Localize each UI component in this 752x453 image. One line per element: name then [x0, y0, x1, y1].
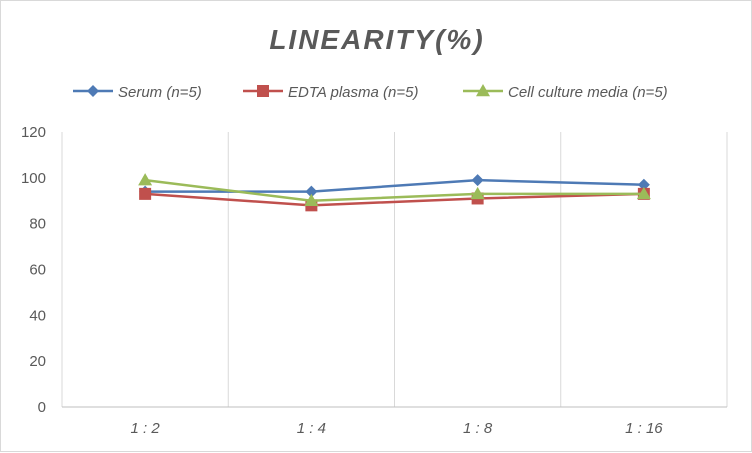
y-tick-label: 20 [29, 353, 46, 370]
data-point-diamond [637, 178, 650, 191]
legend-item: Serum (n=5) [73, 84, 202, 101]
series-line [144, 178, 644, 203]
data-point-square [257, 85, 269, 97]
legend-label: EDTA plasma (n=5) [288, 84, 418, 101]
y-tick-label: 60 [29, 262, 46, 279]
series-group [138, 173, 651, 212]
y-axis-ticks: 0 20 40 60 80 100 120 [21, 124, 46, 416]
y-tick-label: 100 [21, 170, 46, 187]
data-point-diamond [305, 185, 318, 198]
y-tick-label: 80 [29, 216, 46, 233]
x-axis-ticks: 1 : 2 1 : 4 1 : 8 1 : 16 [131, 420, 664, 437]
series-line [145, 192, 644, 207]
legend-label: Serum (n=5) [118, 84, 202, 101]
x-tick-label: 1 : 4 [297, 420, 326, 437]
y-tick-label: 40 [29, 307, 46, 324]
chart-title: LINEARITY(%) [269, 24, 484, 55]
y-tick-label: 120 [21, 124, 46, 141]
series-triangle [138, 173, 651, 206]
legend: Serum (n=5) EDTA plasma (n=5) Cell culture… [73, 84, 668, 101]
y-tick-label: 0 [38, 399, 46, 416]
legend-item: EDTA plasma (n=5) [243, 84, 418, 101]
data-point-diamond [87, 85, 99, 97]
data-point-triangle [138, 173, 153, 186]
data-point-triangle [636, 186, 651, 200]
data-point-triangle [470, 186, 485, 200]
x-tick-label: 1 : 16 [625, 420, 663, 437]
legend-label: Cell culture media (n=5) [508, 84, 668, 101]
data-point-square [139, 187, 152, 200]
data-point-diamond [471, 174, 484, 187]
plot-grid [61, 132, 728, 408]
x-tick-label: 1 : 2 [131, 420, 161, 437]
data-point-triangle [476, 84, 490, 97]
data-point-triangle [304, 193, 319, 206]
legend-item: Cell culture media (n=5) [463, 84, 668, 101]
x-tick-label: 1 : 8 [463, 420, 493, 437]
